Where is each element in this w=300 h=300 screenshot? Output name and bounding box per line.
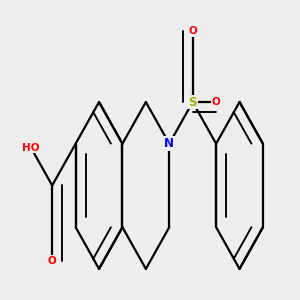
Text: S: S — [188, 95, 197, 109]
Text: HO: HO — [22, 143, 40, 153]
Text: O: O — [188, 26, 197, 36]
Text: O: O — [211, 97, 220, 107]
Text: O: O — [48, 256, 57, 266]
Text: N: N — [164, 137, 174, 150]
